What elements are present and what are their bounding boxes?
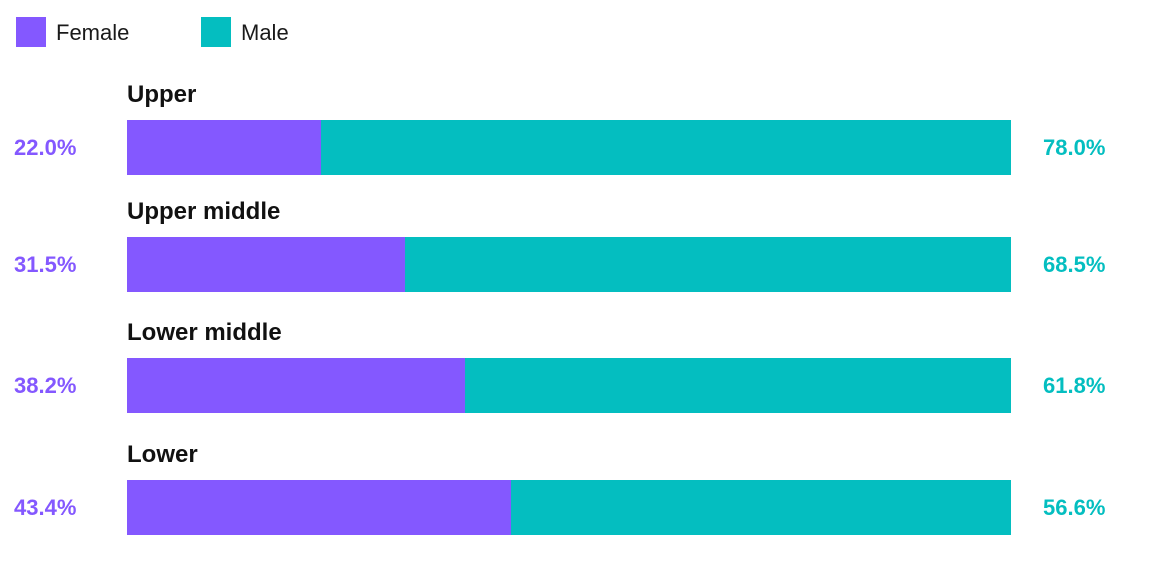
- value-label-female: 43.4%: [14, 495, 77, 520]
- value-label-male: 61.8%: [1043, 373, 1106, 398]
- legend-label: Female: [56, 20, 130, 45]
- legend-label: Male: [241, 20, 289, 45]
- category-label: Lower: [127, 441, 198, 468]
- bar-row-lower-middle: Lower middle 38.2% 61.8%: [0, 318, 1156, 458]
- legend-swatch-female: [16, 17, 46, 47]
- bar-segment-female: [127, 120, 321, 175]
- bar-segment-female: [127, 237, 405, 292]
- bar-row-upper-middle: Upper middle 31.5% 68.5%: [0, 197, 1156, 337]
- value-label-female: 31.5%: [14, 252, 77, 277]
- value-label-male: 56.6%: [1043, 495, 1106, 520]
- stacked-bar: [127, 480, 1011, 535]
- value-label-male: 78.0%: [1043, 135, 1106, 160]
- value-label-female: 22.0%: [14, 135, 77, 160]
- bar-segment-female: [127, 480, 511, 535]
- bar-segment-male: [465, 358, 1011, 413]
- stacked-bar: [127, 120, 1011, 175]
- bar-segment-male: [321, 120, 1011, 175]
- category-label: Lower middle: [127, 319, 282, 346]
- bar-segment-male: [511, 480, 1011, 535]
- category-label: Upper: [127, 81, 197, 108]
- value-label-female: 38.2%: [14, 373, 77, 398]
- bar-segment-male: [405, 237, 1011, 292]
- category-label: Upper middle: [127, 198, 281, 225]
- stacked-bar: [127, 237, 1011, 292]
- stacked-bar: [127, 358, 1011, 413]
- bar-row-upper: Upper 22.0% 78.0%: [0, 80, 1156, 220]
- bar-segment-female: [127, 358, 465, 413]
- bar-row-lower: Lower 43.4% 56.6%: [0, 440, 1156, 580]
- value-label-male: 68.5%: [1043, 252, 1106, 277]
- legend-swatch-male: [201, 17, 231, 47]
- bar-chart: Upper 22.0% 78.0% Upper middle 31.5% 68.5% Low…: [0, 80, 1156, 535]
